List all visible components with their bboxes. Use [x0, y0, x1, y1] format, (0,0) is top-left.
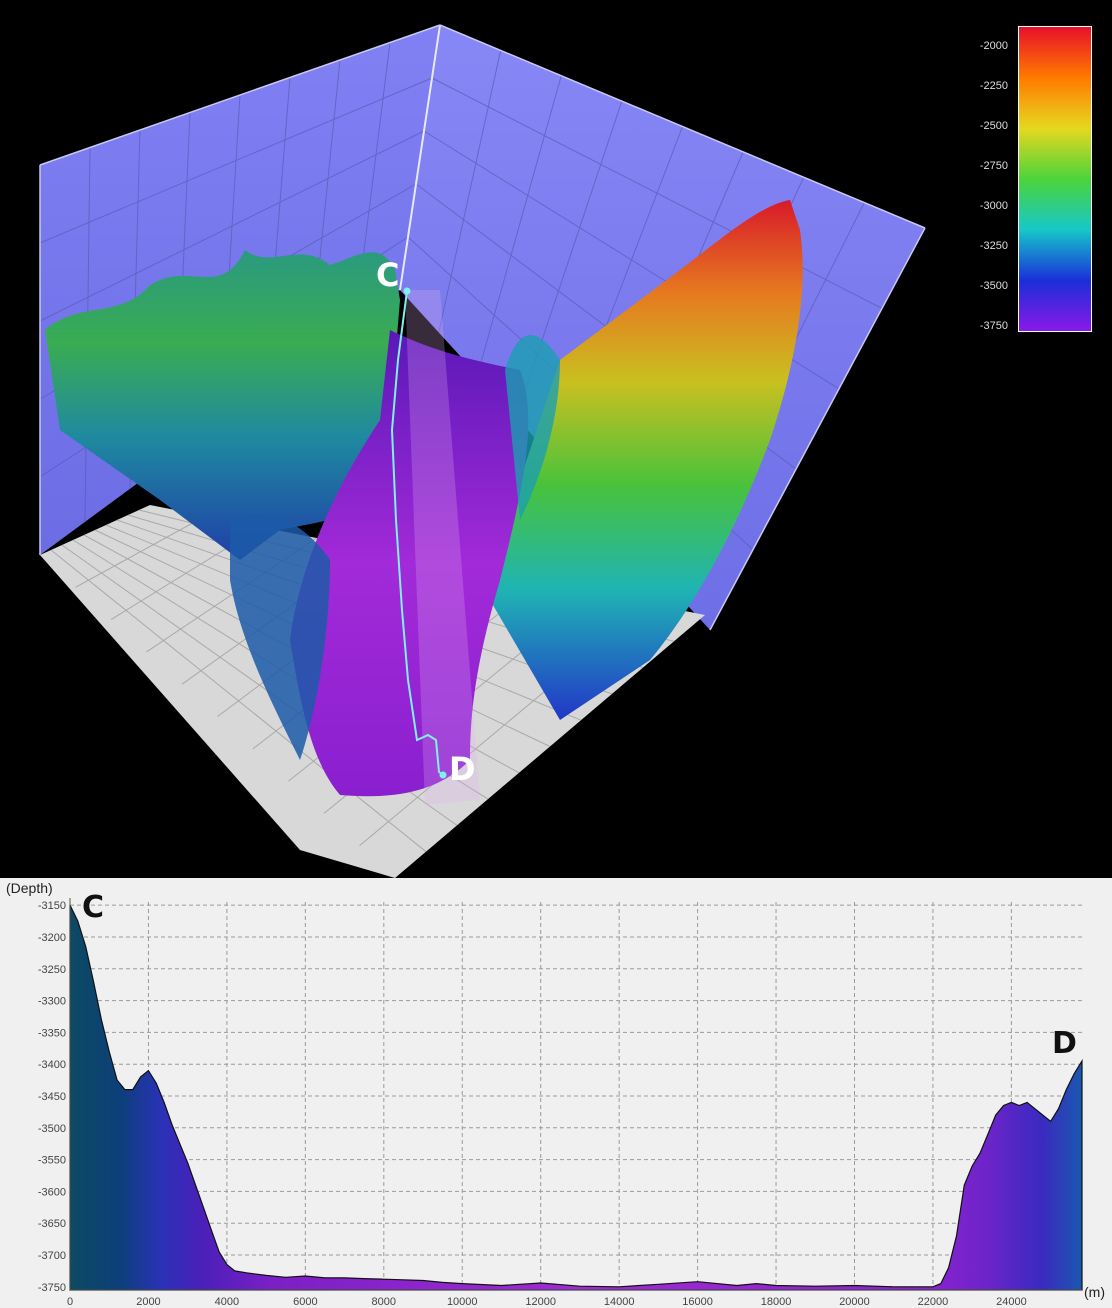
lower-left-ridge — [230, 513, 330, 760]
colorbar-tick-label: -3750 — [979, 320, 1008, 332]
x-tick-label: 8000 — [372, 1296, 396, 1308]
y-tick-label: -3550 — [38, 1155, 66, 1167]
middle-ridge — [505, 335, 560, 520]
right-mountain — [490, 200, 803, 720]
x-tick-label: 12000 — [525, 1296, 556, 1308]
x-tick-label: 10000 — [447, 1296, 478, 1308]
y-axis-ticks: -3150 -3200 -3250 -3300 -3350 -3400 -3450 -3500… — [38, 900, 66, 1294]
colorbar-legend: -2000 -2250 -2500 -2750 -3000 -3250 -3500 -3750 — [940, 18, 1100, 348]
profile-path-line — [390, 290, 444, 776]
profile-gridlines — [69, 902, 1082, 1290]
wall-gridline — [39, 130, 425, 322]
colorbar-tick-label: -2500 — [979, 120, 1008, 132]
colorbar-tick-label: -3500 — [979, 280, 1008, 292]
start-point-label: C — [376, 256, 400, 294]
y-tick-label: -3750 — [38, 1282, 66, 1294]
x-tick-label: 24000 — [996, 1296, 1027, 1308]
x-tick-label: 22000 — [918, 1296, 949, 1308]
y-tick-label: -3500 — [38, 1123, 66, 1135]
y-tick-label: -3600 — [38, 1186, 66, 1198]
wall-gridline — [431, 77, 883, 309]
end-point-label: D — [449, 750, 476, 788]
profile-plane — [405, 290, 480, 805]
surface-plot[interactable] — [0, 0, 1112, 878]
x-tick-label: 16000 — [682, 1296, 713, 1308]
y-tick-label: -3650 — [38, 1218, 66, 1230]
y-tick-label: -3350 — [38, 1027, 66, 1039]
x-axis-unit-label: (m) — [1084, 1284, 1105, 1300]
y-tick-label: -3300 — [38, 996, 66, 1008]
colorbar-tick-label: -2750 — [979, 160, 1008, 172]
colorbar-tick-label: -3000 — [979, 200, 1008, 212]
wall-gridline — [39, 77, 433, 244]
colorbar-tick-label: -3250 — [979, 240, 1008, 252]
y-tick-label: -3450 — [38, 1091, 66, 1103]
profile-start-label: C — [82, 890, 105, 925]
depth-profile-chart[interactable]: (Depth) (m) -3150 -3200 -3250 -3300 -3350 -34… — [0, 878, 1112, 1308]
x-tick-label: 18000 — [761, 1296, 792, 1308]
wall-gridline — [438, 50, 502, 333]
start-point-marker — [403, 287, 411, 295]
central-valley — [290, 330, 529, 797]
profile-plot[interactable]: -3150 -3200 -3250 -3300 -3350 -3400 -3450 -3500… — [0, 878, 1112, 1308]
y-tick-label: -3250 — [38, 964, 66, 976]
x-tick-label: 20000 — [839, 1296, 870, 1308]
colorbar-tick-label: -2000 — [979, 40, 1008, 52]
x-tick-label: 4000 — [215, 1296, 239, 1308]
y-tick-label: -3700 — [38, 1250, 66, 1262]
x-tick-label: 2000 — [136, 1296, 160, 1308]
depth-profile-area — [69, 904, 1083, 1291]
y-tick-label: -3150 — [38, 900, 66, 912]
colorbar-gradient — [1018, 26, 1092, 332]
left-ridge — [45, 250, 400, 560]
colorbar-tick-label: -2250 — [979, 80, 1008, 92]
y-tick-label: -3200 — [38, 932, 66, 944]
3d-surface-view[interactable]: C D -2000 -2250 -2500 -2750 -3000 -3250 -3500-… — [0, 0, 1112, 878]
wall-gridline — [477, 75, 562, 376]
y-axis-unit-label: (Depth) — [6, 880, 53, 896]
x-tick-label: 6000 — [293, 1296, 317, 1308]
profile-end-label: D — [1052, 1026, 1077, 1061]
x-tick-label: 14000 — [604, 1296, 635, 1308]
x-tick-label: 0 — [67, 1296, 73, 1308]
y-tick-label: -3400 — [38, 1059, 66, 1071]
x-axis-ticks: 0 2000 4000 6000 8000 10000 12000 14000 16000 180… — [67, 1296, 1027, 1308]
end-point-marker — [439, 771, 447, 779]
